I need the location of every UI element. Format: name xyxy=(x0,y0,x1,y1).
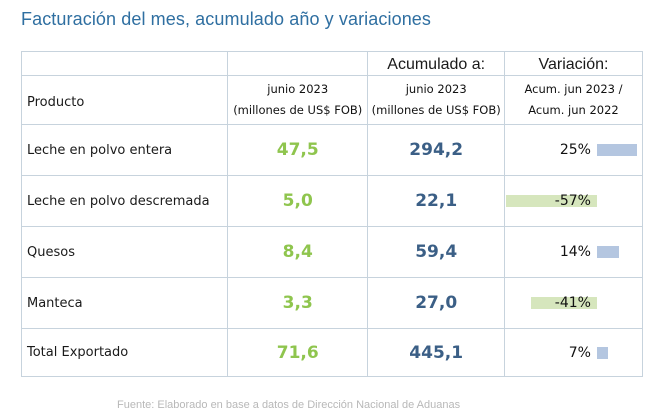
page-title: Facturación del mes, acumulado año y var… xyxy=(21,9,432,29)
variation-bar xyxy=(596,346,609,359)
table-row: Leche en polvo descremada 5,0 22,1 -57% xyxy=(20,175,644,227)
variation-cell: -57% xyxy=(503,175,644,227)
variation-bar xyxy=(531,297,597,309)
table-row-total: Total Exportado 71,6 445,1 7% xyxy=(20,328,644,377)
product-name: Manteca xyxy=(20,277,229,329)
source-footnote: Fuente: Elaborado en base a datos de Dir… xyxy=(117,399,461,411)
month-value: 71,6 xyxy=(227,328,369,377)
month-value: 47,5 xyxy=(227,124,369,176)
accumulated-value: 27,0 xyxy=(367,277,505,329)
variation-cell: -41% xyxy=(503,277,644,329)
variation-cell: 25% xyxy=(503,124,644,176)
accumulated-value: 22,1 xyxy=(367,175,505,227)
variation-bar xyxy=(596,144,637,156)
variation-value: 14% xyxy=(559,244,591,260)
variation-cell: 7% xyxy=(503,328,644,377)
header-variation: Variación: xyxy=(503,51,644,76)
accumulated-value: 294,2 xyxy=(367,124,505,176)
month-value: 3,3 xyxy=(227,277,369,329)
table-row: Manteca 3,3 27,0 -41% xyxy=(20,277,644,329)
month-value: 5,0 xyxy=(227,175,369,227)
variation-value: 25% xyxy=(559,142,591,158)
header-month-line1: junio 2023 xyxy=(267,82,329,96)
product-name: Total Exportado xyxy=(20,328,229,377)
product-name: Leche en polvo entera xyxy=(20,124,229,176)
header-empty-cell xyxy=(20,51,229,76)
header-acum-line1: junio 2023 xyxy=(405,82,467,96)
product-name: Quesos xyxy=(20,226,229,278)
accumulated-value: 59,4 xyxy=(367,226,505,278)
header-empty-cell xyxy=(227,51,369,76)
table-row: Leche en polvo entera 47,5 294,2 25% xyxy=(20,124,644,176)
variation-bar xyxy=(596,246,620,258)
header-row-top: Acumulado a: Variación: xyxy=(20,51,644,76)
header-row-sub: Producto junio 2023 (millones de US$ FOB… xyxy=(20,75,644,125)
header-accumulated: Acumulado a: xyxy=(367,51,505,76)
variation-cell: 14% xyxy=(503,226,644,278)
header-var-line2: Acum. jun 2022 xyxy=(528,103,619,117)
billing-table: Acumulado a: Variación: Producto junio 2… xyxy=(20,51,644,377)
variation-value: 7% xyxy=(568,344,591,361)
header-month-line2: (millones de US$ FOB) xyxy=(233,103,363,117)
table-row: Quesos 8,4 59,4 14% xyxy=(20,226,644,278)
month-value: 8,4 xyxy=(227,226,369,278)
product-name: Leche en polvo descremada xyxy=(20,175,229,227)
header-month: junio 2023 (millones de US$ FOB) xyxy=(227,75,369,125)
header-variation-detail: Acum. jun 2023 / Acum. jun 2022 xyxy=(503,75,644,125)
accumulated-value: 445,1 xyxy=(367,328,505,377)
header-accumulated-detail: junio 2023 (millones de US$ FOB) xyxy=(367,75,505,125)
variation-value: -41% xyxy=(554,295,591,311)
header-var-line1: Acum. jun 2023 / xyxy=(524,82,623,96)
variation-value: -57% xyxy=(554,193,591,209)
variation-bar xyxy=(505,195,597,207)
header-acum-line2: (millones de US$ FOB) xyxy=(371,103,501,117)
header-product: Producto xyxy=(20,75,229,125)
